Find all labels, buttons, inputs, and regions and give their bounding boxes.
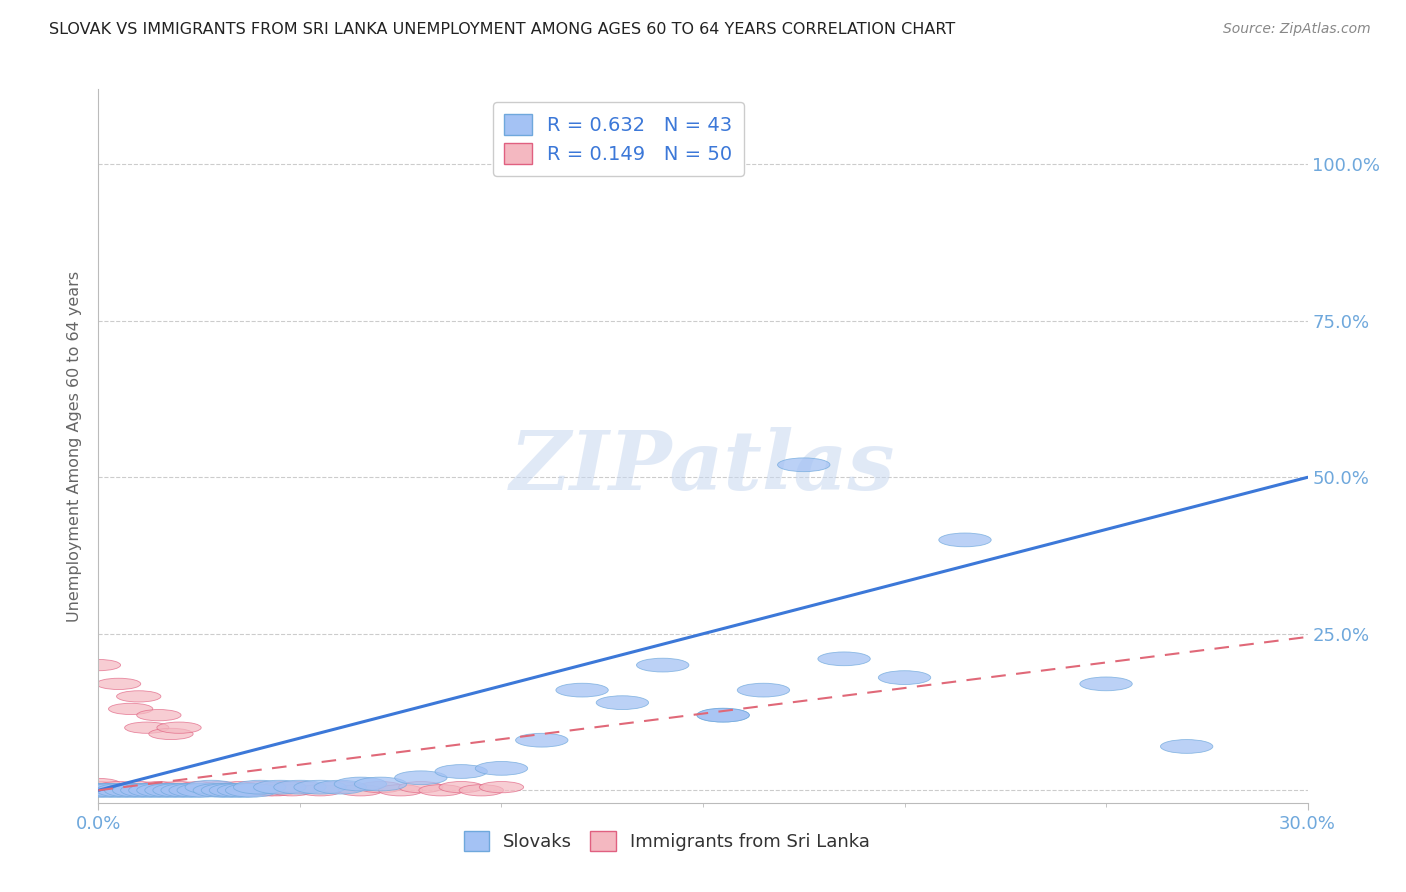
Ellipse shape: [479, 781, 523, 793]
Ellipse shape: [697, 708, 749, 722]
Ellipse shape: [278, 781, 322, 793]
Ellipse shape: [100, 785, 145, 796]
Legend: Slovaks, Immigrants from Sri Lanka: Slovaks, Immigrants from Sri Lanka: [457, 823, 877, 858]
Ellipse shape: [419, 785, 463, 796]
Ellipse shape: [76, 781, 121, 793]
Ellipse shape: [125, 722, 169, 733]
Ellipse shape: [117, 690, 160, 702]
Ellipse shape: [475, 762, 527, 775]
Ellipse shape: [160, 783, 214, 797]
Ellipse shape: [818, 652, 870, 665]
Ellipse shape: [434, 764, 488, 779]
Ellipse shape: [117, 781, 160, 793]
Ellipse shape: [298, 785, 342, 796]
Ellipse shape: [89, 783, 141, 797]
Ellipse shape: [181, 785, 225, 796]
Ellipse shape: [153, 783, 205, 797]
Ellipse shape: [97, 781, 141, 793]
Ellipse shape: [354, 777, 406, 791]
Ellipse shape: [229, 785, 274, 796]
Text: Source: ZipAtlas.com: Source: ZipAtlas.com: [1223, 22, 1371, 37]
Ellipse shape: [205, 785, 250, 796]
Ellipse shape: [193, 783, 246, 797]
Ellipse shape: [136, 709, 181, 721]
Ellipse shape: [104, 783, 157, 797]
Ellipse shape: [218, 783, 270, 797]
Y-axis label: Unemployment Among Ages 60 to 64 years: Unemployment Among Ages 60 to 64 years: [67, 270, 83, 622]
Ellipse shape: [1160, 739, 1213, 754]
Ellipse shape: [136, 781, 181, 793]
Ellipse shape: [253, 785, 298, 796]
Ellipse shape: [93, 785, 136, 796]
Ellipse shape: [233, 780, 285, 794]
Ellipse shape: [157, 722, 201, 733]
Ellipse shape: [129, 783, 181, 797]
Ellipse shape: [214, 785, 257, 796]
Ellipse shape: [136, 783, 190, 797]
Ellipse shape: [294, 780, 346, 794]
Ellipse shape: [395, 771, 447, 785]
Ellipse shape: [186, 780, 238, 794]
Ellipse shape: [439, 781, 484, 793]
Ellipse shape: [339, 785, 382, 796]
Ellipse shape: [188, 785, 233, 796]
Ellipse shape: [201, 783, 253, 797]
Ellipse shape: [209, 783, 262, 797]
Ellipse shape: [132, 785, 177, 796]
Ellipse shape: [169, 783, 221, 797]
Ellipse shape: [80, 783, 132, 797]
Ellipse shape: [197, 781, 242, 793]
Ellipse shape: [314, 780, 367, 794]
Ellipse shape: [359, 781, 402, 793]
Ellipse shape: [149, 728, 193, 739]
Ellipse shape: [177, 781, 221, 793]
Ellipse shape: [76, 785, 121, 796]
Ellipse shape: [177, 783, 229, 797]
Ellipse shape: [737, 683, 790, 697]
Ellipse shape: [145, 783, 197, 797]
Ellipse shape: [97, 783, 149, 797]
Ellipse shape: [72, 783, 125, 797]
Ellipse shape: [238, 781, 281, 793]
Ellipse shape: [253, 780, 307, 794]
Ellipse shape: [165, 785, 209, 796]
Ellipse shape: [274, 780, 326, 794]
Ellipse shape: [555, 683, 609, 697]
Ellipse shape: [76, 779, 121, 789]
Ellipse shape: [378, 785, 423, 796]
Ellipse shape: [939, 533, 991, 547]
Ellipse shape: [112, 783, 165, 797]
Text: SLOVAK VS IMMIGRANTS FROM SRI LANKA UNEMPLOYMENT AMONG AGES 60 TO 64 YEARS CORRE: SLOVAK VS IMMIGRANTS FROM SRI LANKA UNEM…: [49, 22, 956, 37]
Text: ZIPatlas: ZIPatlas: [510, 427, 896, 508]
Ellipse shape: [149, 785, 193, 796]
Ellipse shape: [225, 783, 278, 797]
Ellipse shape: [84, 785, 129, 796]
Ellipse shape: [221, 785, 266, 796]
Ellipse shape: [141, 785, 186, 796]
Ellipse shape: [697, 708, 749, 722]
Ellipse shape: [121, 783, 173, 797]
Ellipse shape: [125, 785, 169, 796]
Ellipse shape: [218, 781, 262, 793]
Ellipse shape: [173, 785, 218, 796]
Ellipse shape: [596, 696, 648, 709]
Ellipse shape: [879, 671, 931, 684]
Ellipse shape: [108, 703, 153, 714]
Ellipse shape: [108, 785, 153, 796]
Ellipse shape: [157, 781, 201, 793]
Ellipse shape: [97, 678, 141, 690]
Ellipse shape: [460, 785, 503, 796]
Ellipse shape: [637, 658, 689, 672]
Ellipse shape: [246, 785, 290, 796]
Ellipse shape: [262, 781, 307, 793]
Ellipse shape: [318, 781, 363, 793]
Ellipse shape: [335, 777, 387, 791]
Ellipse shape: [516, 733, 568, 747]
Ellipse shape: [76, 659, 121, 671]
Ellipse shape: [1080, 677, 1132, 690]
Ellipse shape: [399, 781, 443, 793]
Ellipse shape: [778, 458, 830, 472]
Ellipse shape: [270, 785, 314, 796]
